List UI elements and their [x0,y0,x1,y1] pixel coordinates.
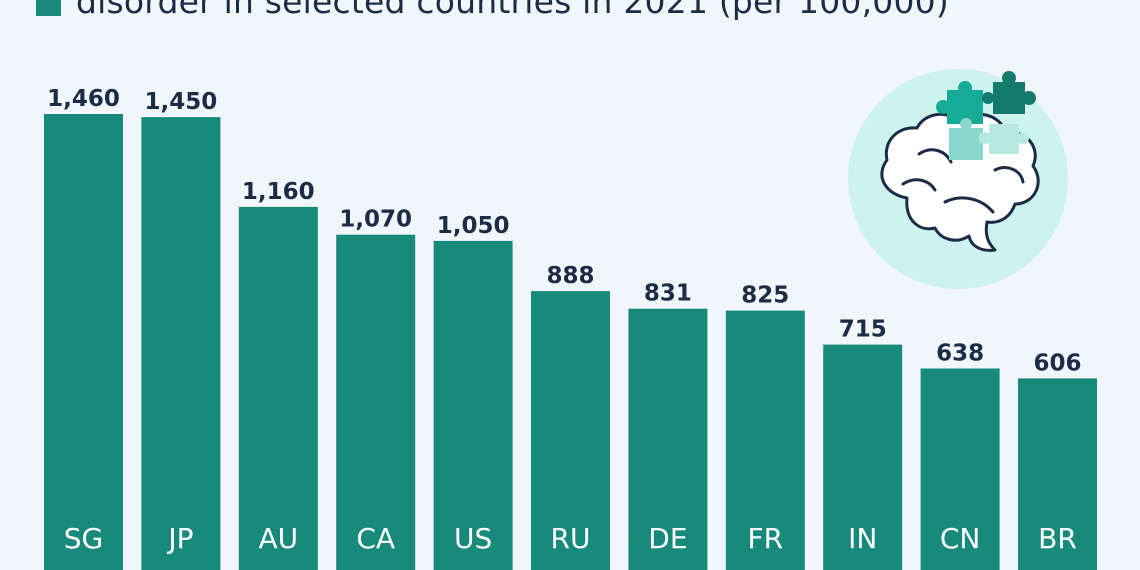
category-label-au: AU [258,522,298,555]
bar-cn [920,368,1000,570]
value-label-ru: 888 [546,263,594,289]
category-label-ca: CA [356,522,395,555]
brain-puzzle-icon [848,69,1068,289]
bar-in [823,344,903,570]
bar-ru [531,291,610,570]
bar-de [628,308,708,570]
bar-sg [44,114,123,570]
legend-swatch [36,0,61,16]
category-label-in: IN [848,522,877,555]
value-label-cn: 638 [936,341,984,367]
value-label-br: 606 [1033,350,1081,376]
category-label-br: BR [1038,522,1077,555]
category-label-jp: JP [166,522,193,555]
bars-group [44,114,1097,570]
bar-br [1018,378,1097,570]
puzzle-piece-4 [979,124,1029,154]
category-label-cn: CN [940,522,981,555]
value-label-in: 715 [839,317,887,343]
brain-fold-4 [993,166,1025,184]
value-label-de: 831 [644,281,692,307]
category-label-fr: FR [748,522,784,555]
value-label-jp: 1,450 [145,89,218,115]
value-label-us: 1,050 [437,213,510,239]
bar-ca [336,234,416,570]
legend: disorder in selected countries in 2021 (… [0,0,1140,40]
brain-fold-2 [901,178,937,192]
puzzle-piece-3 [949,118,983,160]
bar-au [238,206,318,570]
value-labels-group: 1,460 1,450 1,160 1,070 1,050 888 831 825 715 638… [47,86,1081,376]
value-label-au: 1,160 [242,179,315,205]
value-label-fr: 825 [741,283,789,309]
category-label-de: DE [648,522,687,555]
bar-fr [725,310,805,570]
value-label-ca: 1,070 [339,207,412,233]
category-label-sg: SG [64,522,103,555]
category-label-us: US [454,522,492,555]
puzzle-piece-2 [982,71,1036,114]
legend-text: disorder in selected countries in 2021 (… [76,0,949,21]
category-label-ru: RU [551,522,591,555]
value-label-sg: 1,460 [47,86,120,112]
brain-fold-3 [943,196,995,214]
bar-us [433,240,513,570]
bar-jp [141,117,221,570]
category-labels-group: SG JP AU CA US RU DE FR IN CN BR [64,522,1077,555]
